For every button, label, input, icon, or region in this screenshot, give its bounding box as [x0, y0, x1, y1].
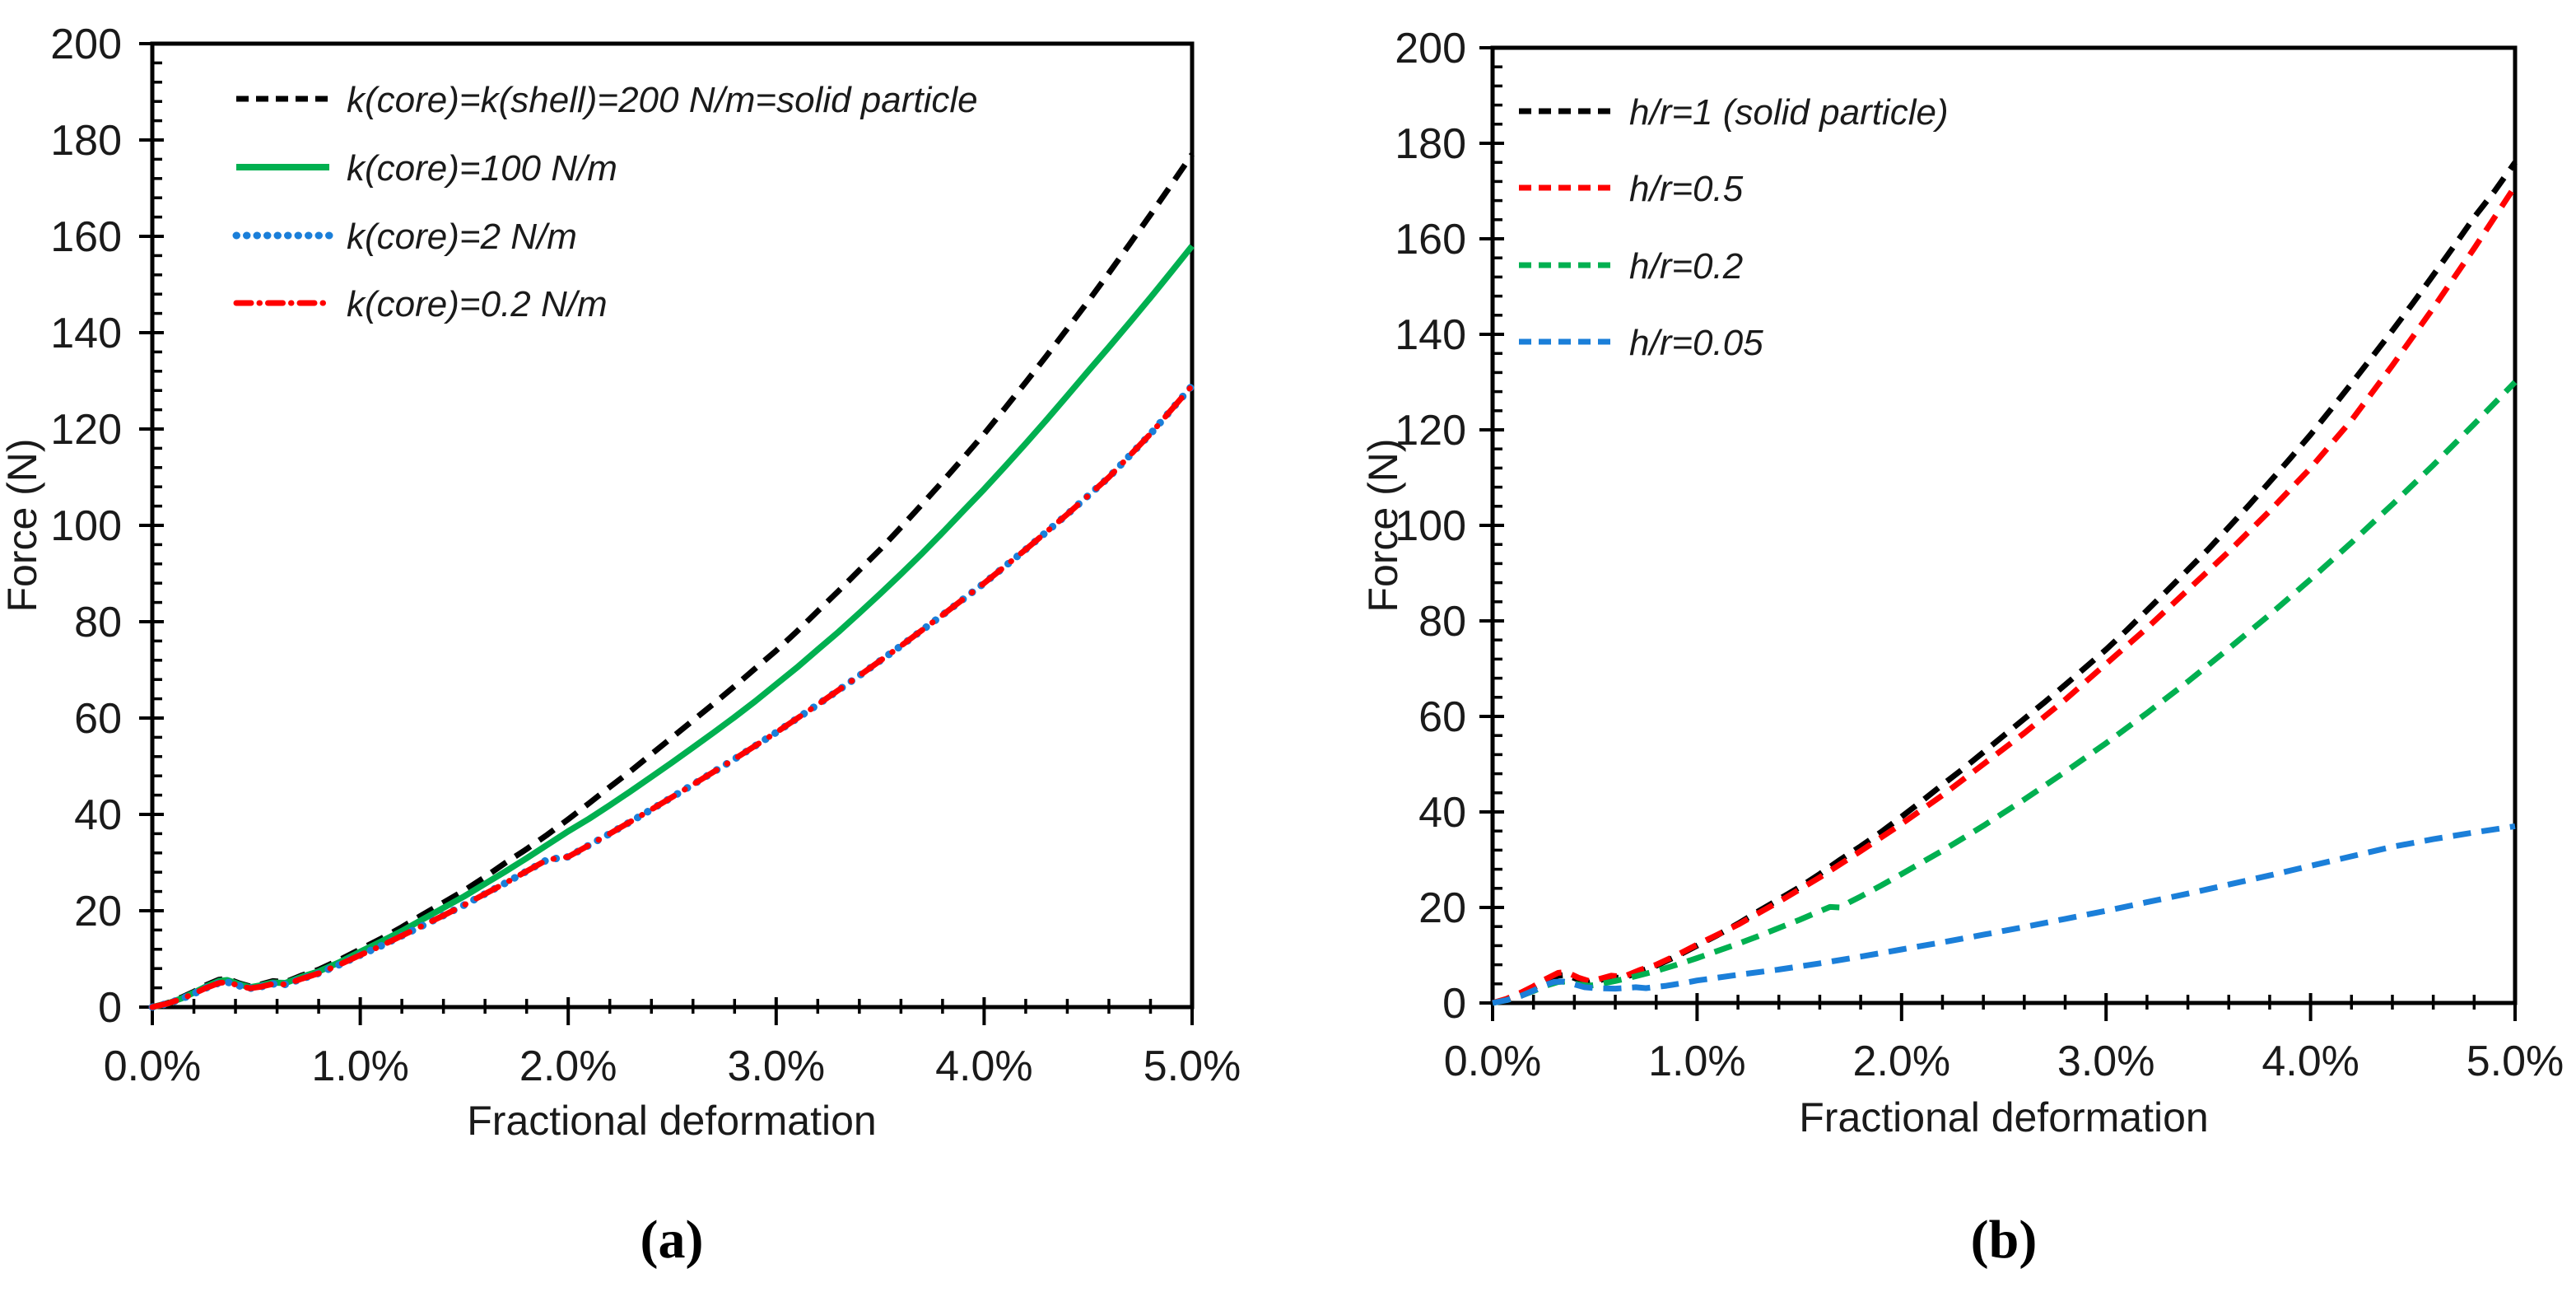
panel-b-x-tick-label: 4.0% — [2262, 1038, 2359, 1085]
panel-b-y-tick-label: 0 — [1442, 980, 1466, 1028]
panel-b-y-tick-label: 120 — [1395, 407, 1466, 455]
panel-a-series-line — [148, 381, 1196, 1011]
panel-a-y-tick-label: 120 — [50, 406, 122, 454]
panel-a-y-tick-label: 40 — [74, 791, 122, 839]
panel-a-x-axis-title: Fractional deformation — [467, 1098, 876, 1144]
panel-b-series-line — [1491, 184, 2518, 1006]
panel-a-legend-label: k(core)=100 N/m — [347, 148, 617, 189]
panel-b-series-line — [1492, 380, 2518, 1006]
panel-a-plot-frame — [150, 41, 1195, 1010]
panel-a-x-tick-label: 5.0% — [1144, 1042, 1241, 1090]
panel-a-x-tick-label: 0.0% — [104, 1042, 202, 1090]
panel-a-y-tick-label: 180 — [50, 117, 122, 165]
panel-b-x-tick-label: 3.0% — [2057, 1038, 2155, 1085]
panel-b-y-tick-label: 40 — [1418, 789, 1466, 837]
caption-panel-b: (b) — [1970, 1210, 2038, 1270]
panel-b-y-tick-label: 100 — [1395, 502, 1466, 550]
panel-a-y-tick-label: 200 — [50, 21, 122, 68]
panel-b-series-line — [1492, 161, 2518, 1006]
panel-b-legend-label: h/r=1 (solid particle) — [1629, 92, 1949, 133]
panel-a-y-tick-label: 160 — [50, 213, 122, 261]
panel-b-y-tick-label: 20 — [1418, 884, 1466, 932]
panel-a-x-tick-label: 4.0% — [935, 1042, 1033, 1090]
panel-a-legend-label: k(core)=k(shell)=200 N/m=solid particle — [347, 80, 978, 120]
panel-b-y-axis-title: Force (N) — [1360, 438, 1406, 612]
panel-b-y-tick-label: 200 — [1395, 25, 1466, 72]
panel-a-x-tick-label: 2.0% — [519, 1042, 617, 1090]
panel-a-y-tick-label: 100 — [50, 502, 122, 550]
panel-b-series-line — [1492, 823, 2516, 1006]
panel-b-legend-label: h/r=0.05 — [1629, 323, 1763, 363]
panel-a-legend-label: k(core)=0.2 N/m — [347, 284, 608, 324]
panel-a-y-axis-title: Force (N) — [0, 438, 45, 612]
panel-a-series-line — [149, 382, 1195, 1010]
panel-a-y-tick-label: 60 — [74, 695, 122, 743]
panel-b-y-tick-label: 60 — [1418, 693, 1466, 741]
panel-b-y-tick-label: 140 — [1395, 311, 1466, 359]
panel-a-series-line — [151, 152, 1195, 1010]
panel-b-y-tick-label: 180 — [1395, 120, 1466, 168]
panel-b-x-axis-title: Fractional deformation — [1799, 1094, 2208, 1140]
panel-a-legend-label: k(core)=2 N/m — [347, 217, 577, 257]
panel-b-x-tick-label: 1.0% — [1648, 1038, 1746, 1085]
panel-b-x-tick-label: 0.0% — [1444, 1038, 1542, 1085]
panel-a-y-tick-label: 140 — [50, 310, 122, 357]
panel-b-y-tick-label: 80 — [1418, 598, 1466, 646]
panel-b-legend-label: h/r=0.2 — [1629, 246, 1743, 287]
caption-panel-a: (a) — [640, 1210, 704, 1270]
panel-a-y-tick-label: 80 — [74, 599, 122, 646]
panel-a-y-tick-label: 0 — [98, 984, 122, 1032]
panel-b-x-tick-label: 5.0% — [2467, 1038, 2564, 1085]
panel-a-x-tick-label: 3.0% — [728, 1042, 826, 1090]
panel-b-y-tick-label: 160 — [1395, 216, 1466, 264]
panel-a-y-tick-label: 20 — [74, 888, 122, 935]
panel-a-x-tick-label: 1.0% — [311, 1042, 409, 1090]
panel-b-legend-label: h/r=0.5 — [1629, 169, 1744, 209]
panel-a-series-line — [151, 244, 1195, 1010]
panel-b-x-tick-label: 2.0% — [1853, 1038, 1951, 1085]
